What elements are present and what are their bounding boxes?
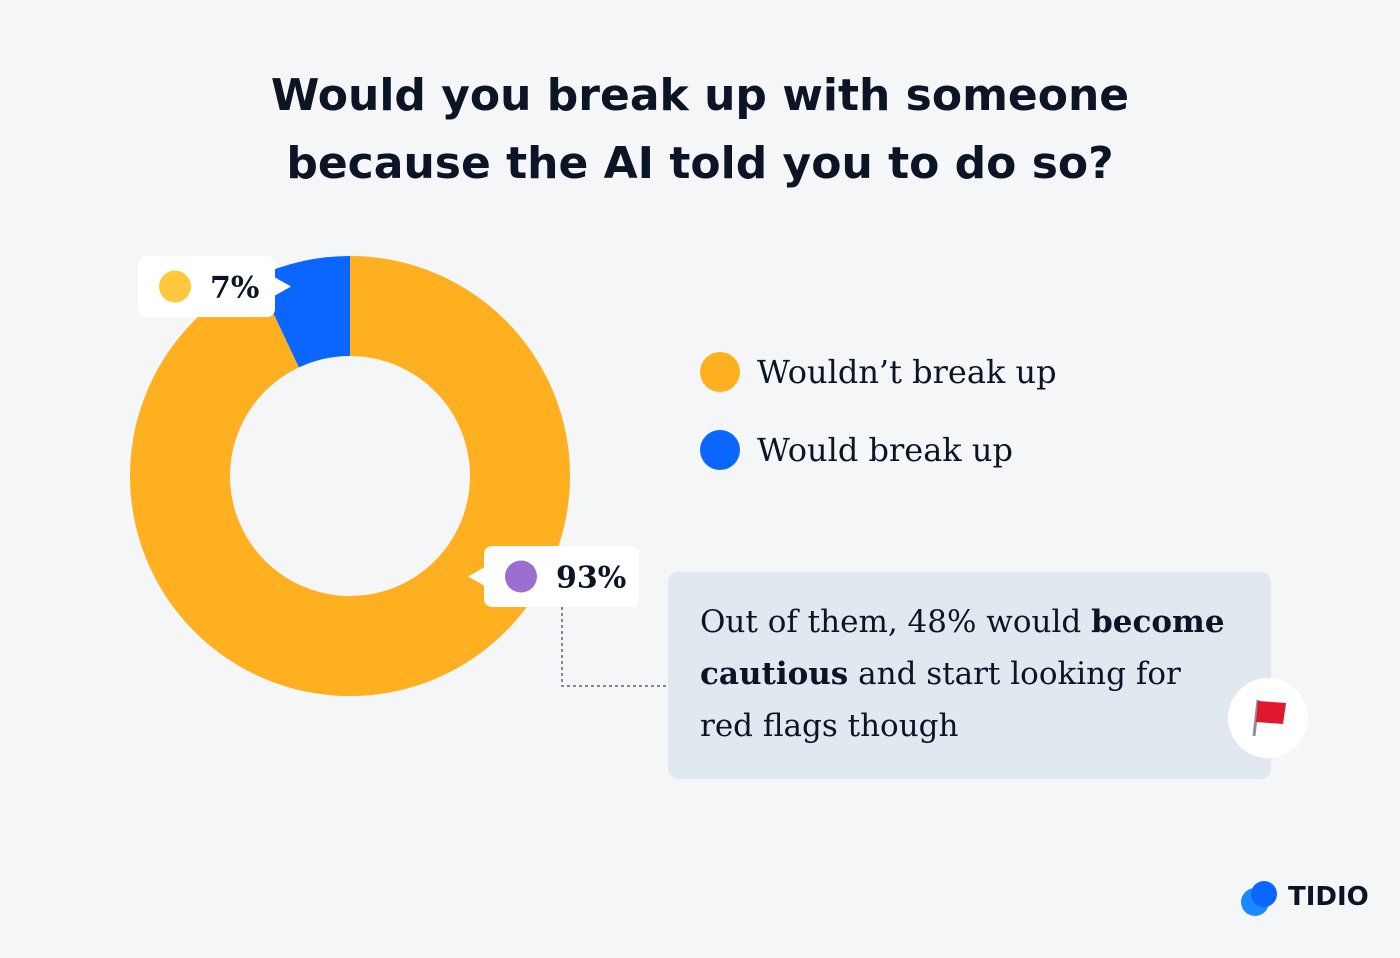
logo-mark — [1251, 881, 1277, 907]
callout-pointer — [275, 277, 291, 296]
legend-label: Would break up — [757, 431, 1013, 469]
annotation-text: and start looking for red flags though — [700, 656, 1181, 744]
connector — [561, 607, 668, 687]
value-label: 7% — [210, 271, 259, 306]
annotation-bold: become cautious — [700, 604, 1225, 692]
value-label: 93% — [556, 561, 626, 596]
callout-icon — [159, 270, 191, 303]
legend-marker — [700, 352, 740, 392]
annotation-box — [668, 572, 1271, 779]
donut-slice — [129, 256, 571, 696]
annotation-text: Out of them, 48% would — [700, 604, 1092, 640]
brand: TIDIO — [1288, 882, 1369, 912]
chart-title: Would you break up with someone because … — [270, 70, 1130, 189]
flag — [1256, 701, 1286, 724]
legend-marker — [700, 430, 740, 470]
callout-pointer — [468, 567, 484, 586]
legend-label: Wouldn’t break up — [757, 353, 1057, 391]
annotation: Out of them, 48% would become cautious a… — [700, 596, 1230, 752]
donut — [129, 256, 571, 696]
callout-icon — [505, 560, 537, 593]
flag-pole — [1252, 699, 1260, 737]
